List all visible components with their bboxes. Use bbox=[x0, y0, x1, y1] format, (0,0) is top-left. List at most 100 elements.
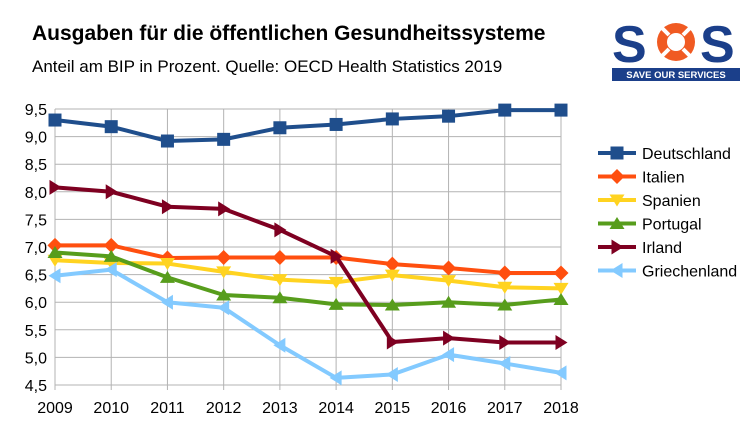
data-point bbox=[273, 121, 287, 135]
data-point bbox=[217, 132, 231, 146]
data-point bbox=[497, 265, 513, 281]
data-point bbox=[330, 248, 343, 264]
data-point bbox=[47, 246, 63, 259]
x-tick-label: 2009 bbox=[37, 400, 73, 417]
y-tick-label: 5,0 bbox=[25, 350, 47, 367]
legend-label: Griechenland bbox=[642, 264, 737, 281]
legend-label: Irland bbox=[642, 240, 682, 257]
chart-subtitle: Anteil am BIP in Prozent. Quelle: OECD H… bbox=[32, 57, 503, 76]
data-point bbox=[385, 112, 399, 126]
series-line bbox=[54, 250, 562, 307]
data-point bbox=[49, 179, 62, 195]
data-point bbox=[384, 298, 400, 311]
data-point bbox=[443, 330, 456, 346]
logo-tagline: SAVE OUR SERVICES bbox=[626, 70, 725, 81]
data-point bbox=[48, 113, 62, 127]
data-point bbox=[159, 258, 175, 271]
data-point bbox=[105, 184, 118, 200]
data-point bbox=[497, 281, 513, 294]
legend-marker bbox=[609, 217, 625, 229]
y-tick-label: 8,5 bbox=[25, 157, 47, 174]
y-tick-label: 9,0 bbox=[25, 130, 47, 147]
grid-layer bbox=[54, 108, 562, 390]
series-irland bbox=[49, 179, 568, 350]
data-point bbox=[384, 269, 400, 282]
data-point bbox=[216, 266, 232, 279]
series-line bbox=[54, 185, 561, 345]
data-point bbox=[441, 260, 457, 276]
x-tick-label: 2013 bbox=[262, 400, 298, 417]
data-point bbox=[498, 103, 512, 117]
series-line bbox=[55, 243, 561, 275]
x-tick-label: 2014 bbox=[318, 400, 354, 417]
legend-marker bbox=[609, 194, 625, 207]
series-spanien bbox=[47, 254, 569, 295]
data-point bbox=[103, 237, 119, 253]
y-tick-label: 5,5 bbox=[25, 323, 47, 340]
data-point bbox=[159, 250, 175, 266]
x-tick-label: 2015 bbox=[375, 400, 411, 417]
series-italien bbox=[47, 237, 569, 281]
y-tick-label: 6,5 bbox=[25, 268, 47, 285]
series-layer bbox=[47, 103, 569, 386]
series-line bbox=[54, 267, 562, 380]
legend-item: Irland bbox=[598, 239, 682, 257]
legend-item: Italien bbox=[598, 169, 685, 187]
data-point bbox=[499, 334, 512, 350]
data-point bbox=[272, 291, 288, 304]
data-point bbox=[274, 222, 287, 238]
series-griechenland bbox=[48, 262, 567, 386]
legend-label: Portugal bbox=[642, 217, 702, 234]
data-point bbox=[442, 109, 456, 123]
series-portugal bbox=[47, 246, 569, 311]
legend-item: Griechenland bbox=[598, 263, 737, 281]
data-point bbox=[497, 298, 513, 311]
data-point bbox=[385, 367, 398, 383]
data-point bbox=[441, 295, 457, 308]
data-point bbox=[218, 201, 231, 217]
data-point bbox=[160, 294, 173, 310]
logo-tagline-band bbox=[612, 68, 740, 81]
legend-marker bbox=[609, 169, 625, 184]
data-point bbox=[103, 249, 119, 262]
data-point bbox=[272, 249, 288, 265]
data-point bbox=[47, 237, 63, 253]
data-point bbox=[272, 274, 288, 287]
data-point bbox=[442, 347, 455, 363]
data-point bbox=[553, 292, 569, 305]
data-point bbox=[104, 120, 118, 134]
legend-label: Deutschland bbox=[642, 146, 731, 163]
series-line bbox=[54, 108, 561, 144]
data-point bbox=[441, 275, 457, 288]
data-point bbox=[554, 103, 568, 117]
data-point bbox=[328, 276, 344, 289]
data-point bbox=[217, 300, 230, 316]
data-point bbox=[160, 134, 174, 148]
data-point bbox=[553, 265, 569, 281]
data-point bbox=[48, 268, 61, 284]
data-point bbox=[104, 262, 117, 278]
data-point bbox=[328, 249, 344, 265]
series-deutschland bbox=[48, 103, 568, 148]
legend-marker bbox=[610, 146, 624, 160]
data-point bbox=[216, 288, 232, 301]
data-point bbox=[553, 282, 569, 295]
data-point bbox=[329, 370, 342, 386]
data-point bbox=[329, 117, 343, 131]
legend-item: Deutschland bbox=[598, 146, 731, 163]
data-point bbox=[384, 256, 400, 272]
legend-label: Spanien bbox=[642, 193, 701, 210]
data-point bbox=[386, 334, 399, 350]
data-point bbox=[555, 334, 568, 350]
x-tick-label: 2017 bbox=[487, 400, 523, 417]
data-point bbox=[554, 365, 567, 381]
x-tick-label: 2010 bbox=[93, 400, 129, 417]
lifebuoy-icon bbox=[657, 23, 695, 61]
data-point bbox=[498, 355, 511, 371]
y-tick-label: 9,5 bbox=[25, 102, 47, 119]
y-tick-label: 7,0 bbox=[25, 240, 47, 257]
logo-letter-s-left: S bbox=[612, 16, 647, 74]
axis-layer: 9,5 9,0 8,5 8,0 7,5 7,0 6,5 6,0 5,5 5,0 4,5 2009 201… bbox=[25, 102, 579, 417]
y-tick-label: 4,5 bbox=[25, 378, 47, 395]
logo-letter-s-right: S bbox=[700, 16, 735, 74]
